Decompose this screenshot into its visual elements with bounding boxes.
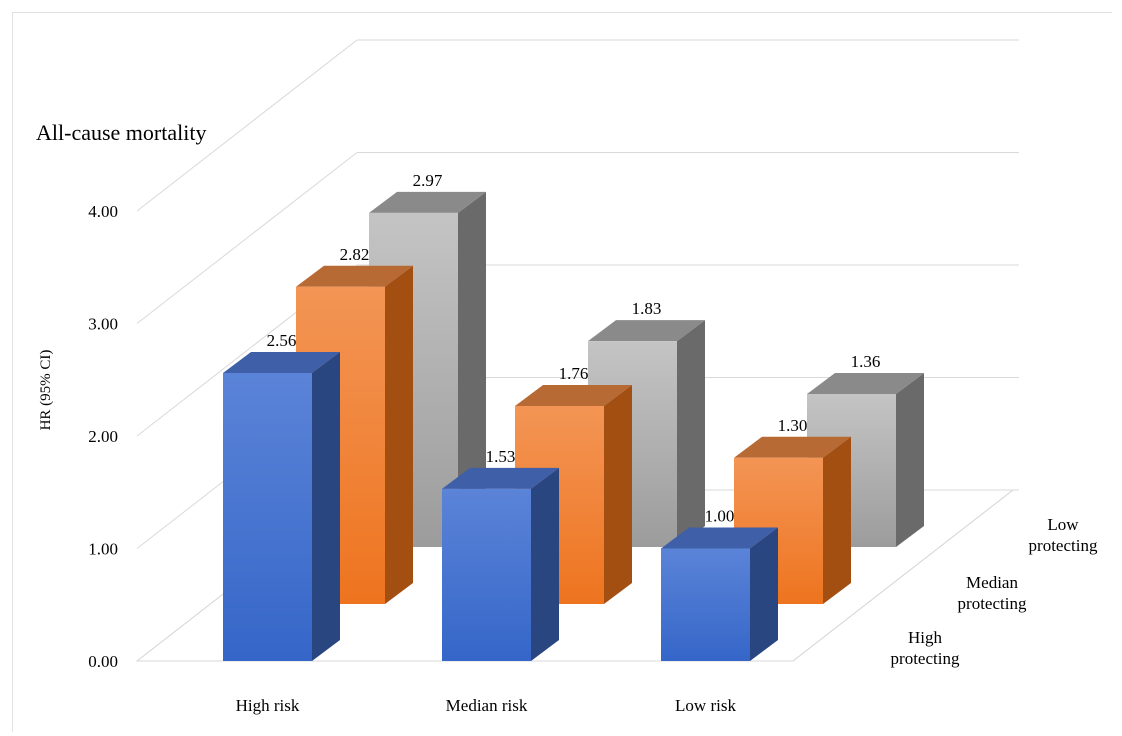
bar-front	[442, 488, 531, 661]
category-label: High risk	[236, 696, 300, 715]
bar	[661, 527, 778, 661]
y-tick-label: 3.00	[88, 315, 118, 334]
depth-label: High protecting	[891, 628, 960, 668]
depth-label: Median protecting	[958, 573, 1027, 613]
bar-side	[312, 352, 340, 661]
chart-frame	[12, 12, 1112, 732]
data-label: 1.00	[705, 507, 735, 526]
bar-side	[896, 373, 924, 547]
y-tick-label: 2.00	[88, 427, 118, 446]
data-label: 1.36	[851, 352, 881, 371]
bar	[442, 467, 559, 661]
category-label: Low risk	[675, 696, 736, 715]
bar-side	[385, 265, 413, 604]
bar-top	[442, 467, 559, 489]
bar-top	[661, 527, 778, 549]
data-label: 1.83	[632, 299, 662, 318]
bar-side	[677, 320, 705, 547]
bar	[223, 352, 340, 661]
bar-side	[458, 191, 486, 547]
bar-side	[531, 467, 559, 661]
category-label: Median risk	[446, 696, 528, 715]
data-label: 2.56	[267, 331, 297, 350]
chart-bars	[223, 191, 924, 661]
bar-top	[369, 191, 486, 213]
data-label: 1.76	[559, 364, 589, 383]
bar	[296, 265, 413, 604]
chart-title: All-cause mortality	[36, 120, 206, 145]
y-tick-label: 4.00	[88, 202, 118, 221]
y-tick-label: 1.00	[88, 540, 118, 559]
bar-top	[515, 385, 632, 406]
gridline-side	[136, 39, 358, 212]
depth-label: Low protecting	[1029, 515, 1098, 555]
data-label: 1.53	[486, 447, 516, 466]
bar-front	[661, 548, 750, 661]
y-tick-label: 0.00	[88, 652, 118, 671]
bar-side	[823, 436, 851, 604]
bar-side	[750, 527, 778, 661]
bar-top	[734, 436, 851, 458]
data-label: 2.82	[340, 245, 370, 264]
bar-front	[223, 373, 312, 661]
chart-labels: 0.00 1.00 2.00 3.00 4.00 High risk Median risk…	[88, 171, 1098, 715]
bar-top	[223, 352, 340, 373]
gridline-side	[136, 152, 358, 324]
data-label: 2.97	[413, 171, 443, 190]
bar-side	[604, 385, 632, 604]
bar-top	[296, 265, 413, 287]
y-axis-title: HR (95% CI)	[38, 350, 54, 431]
floor-edge	[792, 489, 1014, 662]
bar-top	[807, 373, 924, 394]
bar-top	[588, 320, 705, 342]
data-label: 1.30	[778, 416, 808, 435]
